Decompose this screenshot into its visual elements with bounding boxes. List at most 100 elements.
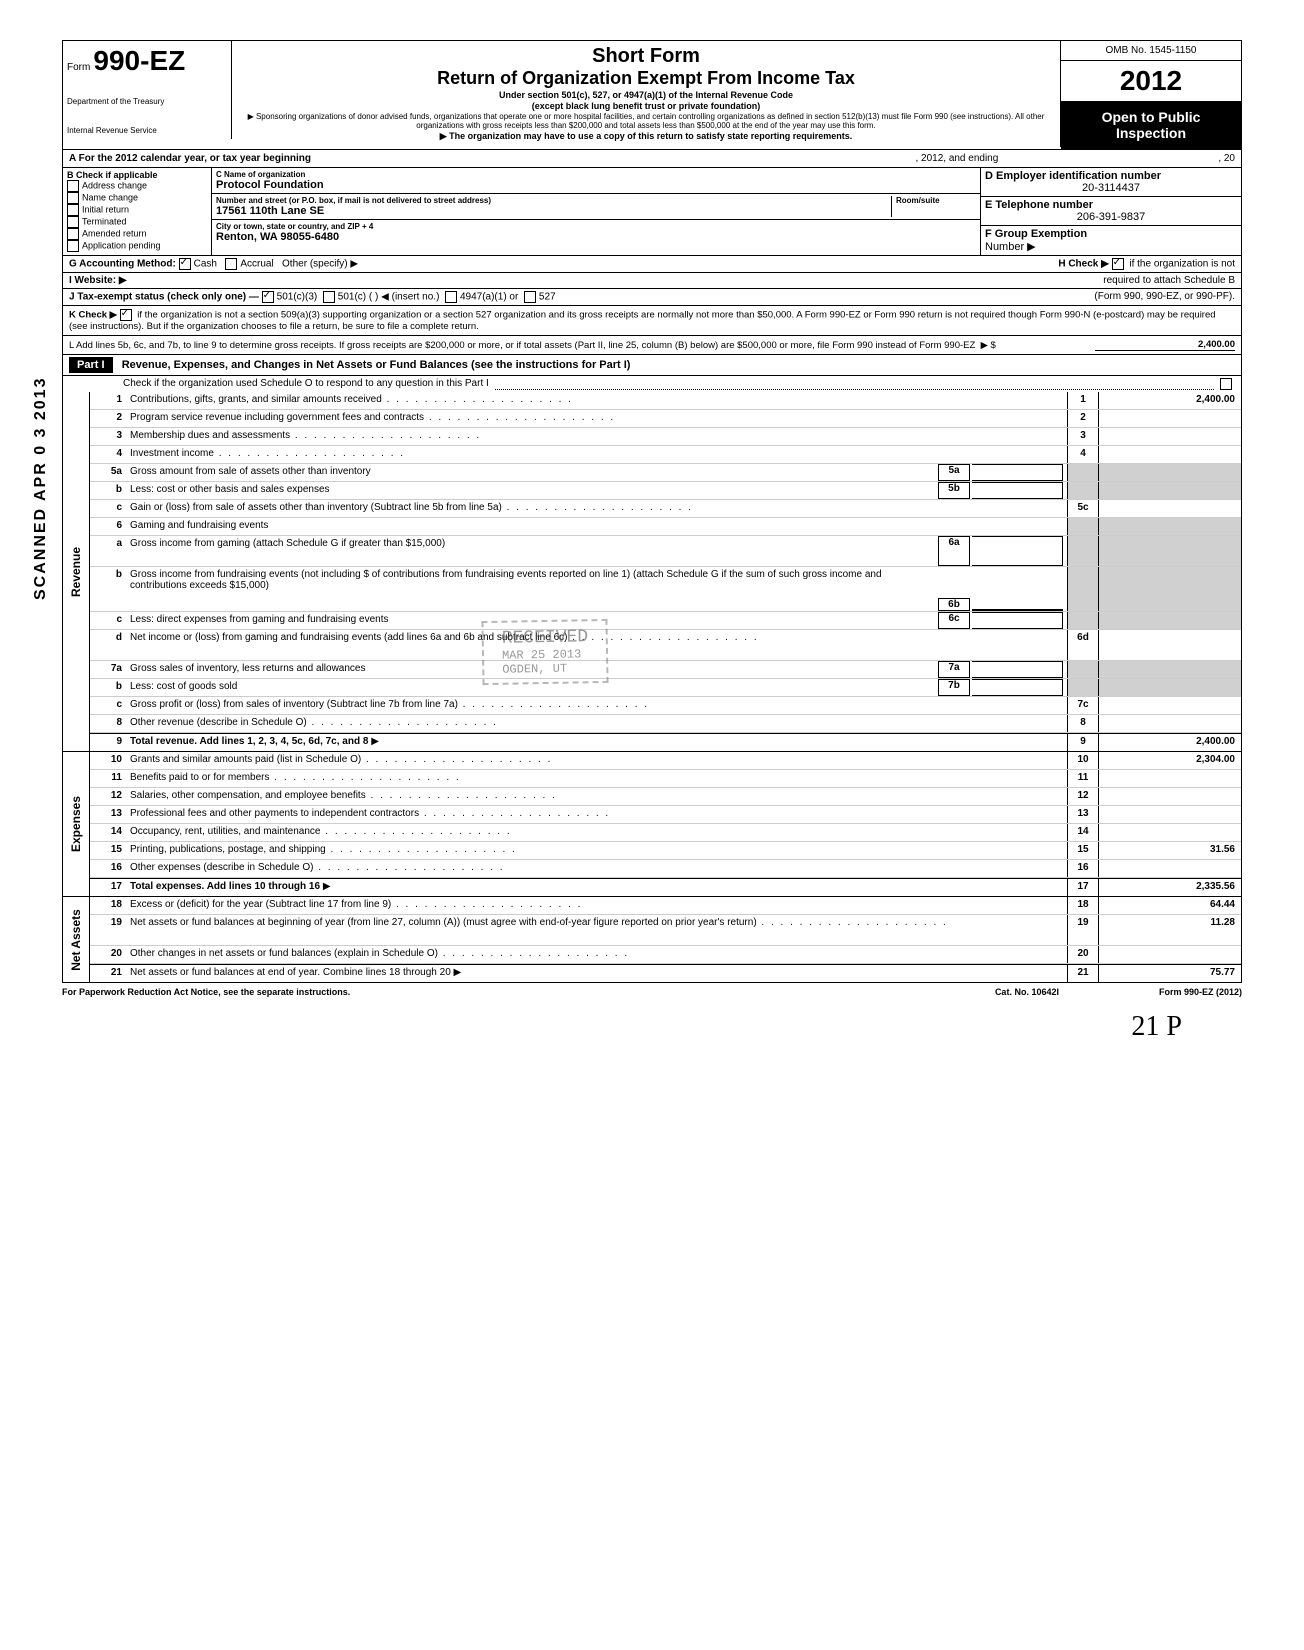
ln9-rn: 9 (1067, 734, 1099, 751)
ln16-rn: 16 (1067, 860, 1099, 877)
ln11-rn: 11 (1067, 770, 1099, 787)
ln11-amt (1099, 770, 1241, 787)
chk-amended[interactable] (67, 228, 79, 240)
ein-value: 20-3114437 (985, 182, 1237, 194)
ln19-num: 19 (90, 915, 126, 945)
form-number: 990-EZ (93, 45, 185, 76)
ln6d-rn: 6d (1067, 630, 1099, 660)
ln6c-num: c (90, 612, 126, 629)
chk-501c3[interactable] (262, 291, 274, 303)
ln13-desc: Professional fees and other payments to … (126, 806, 1067, 823)
row-a-end: , 20 (1218, 153, 1235, 164)
chk-initial-return[interactable] (67, 204, 79, 216)
ln4-desc: Investment income (126, 446, 1067, 463)
chk-501c[interactable] (323, 291, 335, 303)
row-l-amount: 2,400.00 (1095, 339, 1235, 351)
row-j-label: J Tax-exempt status (check only one) — (69, 292, 259, 303)
ln15-desc: Printing, publications, postage, and shi… (126, 842, 1067, 859)
ln7c-rn: 7c (1067, 697, 1099, 714)
chk-cash[interactable] (179, 258, 191, 270)
ein-label: D Employer identification number (985, 170, 1237, 182)
scan-stamp: SCANNED APR 0 3 2013 (32, 377, 50, 600)
ln9-amt: 2,400.00 (1099, 734, 1241, 751)
chk-part1-schedo[interactable] (1220, 378, 1232, 390)
chk-4947[interactable] (445, 291, 457, 303)
ln6-desc: Gaming and fundraising events (126, 518, 1067, 535)
ln12-amt (1099, 788, 1241, 805)
ln18-rn: 18 (1067, 897, 1099, 914)
ln8-amt (1099, 715, 1241, 732)
lbl-other: Other (specify) ▶ (282, 259, 358, 270)
ln9-arrow: ▶ (371, 736, 379, 747)
ln3-desc: Membership dues and assessments (126, 428, 1067, 445)
ln5c-amt (1099, 500, 1241, 517)
form-prefix: Form (67, 62, 90, 73)
chk-address-change[interactable] (67, 180, 79, 192)
ln17-desc: Total expenses. Add lines 10 through 16 (130, 881, 320, 892)
row-k-label: K Check ▶ (69, 310, 117, 321)
ln4-amt (1099, 446, 1241, 463)
signature: 21 P (62, 1001, 1242, 1043)
chk-app-pending[interactable] (67, 240, 79, 252)
chk-527[interactable] (524, 291, 536, 303)
tel-value: 206-391-9837 (985, 211, 1237, 223)
stamp-l2: MAR 25 2013 (502, 647, 589, 663)
stamp-l3: OGDEN, UT (502, 661, 589, 677)
ln5b-desc: Less: cost or other basis and sales expe… (126, 482, 936, 499)
lbl-address-change: Address change (82, 180, 147, 190)
row-i-label: I Website: ▶ (69, 275, 127, 286)
lbl-501c: 501(c) ( (338, 292, 372, 303)
ln21-amt: 75.77 (1099, 965, 1241, 982)
subtitle-4: ▶ The organization may have to use a cop… (240, 131, 1052, 142)
ln21-arrow: ▶ (454, 967, 462, 978)
ln3-amt (1099, 428, 1241, 445)
row-h4: (Form 990, 990-EZ, or 990-PF). (1094, 291, 1235, 303)
ln5c-num: c (90, 500, 126, 517)
ln12-num: 12 (90, 788, 126, 805)
ln13-rn: 13 (1067, 806, 1099, 823)
row-l-arrow: ▶ $ (981, 340, 996, 351)
ln19-desc: Net assets or fund balances at beginning… (126, 915, 1067, 945)
ln4-num: 4 (90, 446, 126, 463)
ln6c-mini: 6c (938, 612, 970, 629)
lbl-terminated: Terminated (82, 216, 127, 226)
ln20-rn: 20 (1067, 946, 1099, 963)
ln12-desc: Salaries, other compensation, and employ… (126, 788, 1067, 805)
lbl-insert-no: ) ◀ (insert no.) (375, 292, 439, 303)
ln7c-num: c (90, 697, 126, 714)
row-a-label: A For the 2012 calendar year, or tax yea… (69, 153, 311, 164)
ln8-num: 8 (90, 715, 126, 732)
ln21-rn: 21 (1067, 965, 1099, 982)
ln8-desc: Other revenue (describe in Schedule O) (126, 715, 1067, 732)
chk-h[interactable] (1112, 258, 1124, 270)
ln15-amt: 31.56 (1099, 842, 1241, 859)
ln15-num: 15 (90, 842, 126, 859)
ln17-rn: 17 (1067, 879, 1099, 896)
chk-terminated[interactable] (67, 216, 79, 228)
ln6b-desc: Gross income from fundraising events (no… (126, 567, 936, 611)
chk-k[interactable] (120, 309, 132, 321)
tel-label: E Telephone number (985, 199, 1237, 211)
lbl-name-change: Name change (82, 192, 138, 202)
part1-title: Revenue, Expenses, and Changes in Net As… (122, 359, 631, 371)
ln7c-desc: Gross profit or (loss) from sales of inv… (126, 697, 1067, 714)
ln6a-desc: Gross income from gaming (attach Schedul… (126, 536, 936, 566)
ln16-amt (1099, 860, 1241, 877)
title-return: Return of Organization Exempt From Incom… (240, 68, 1052, 89)
row-h3: required to attach Schedule B (1103, 275, 1235, 286)
footer-right: Form 990-EZ (2012) (1159, 987, 1242, 997)
ln6d-amt (1099, 630, 1241, 660)
ln14-rn: 14 (1067, 824, 1099, 841)
chk-accrual[interactable] (225, 258, 237, 270)
ln1-rn: 1 (1067, 392, 1099, 409)
addr-label: Number and street (or P.O. box, if mail … (216, 196, 891, 205)
room-label: Room/suite (896, 196, 976, 205)
chk-name-change[interactable] (67, 192, 79, 204)
ln3-rn: 3 (1067, 428, 1099, 445)
ln17-arrow: ▶ (323, 881, 331, 892)
ln16-num: 16 (90, 860, 126, 877)
name-label: C Name of organization (216, 170, 976, 179)
received-stamp: RECEIVED MAR 25 2013 OGDEN, UT (481, 619, 609, 685)
lbl-app-pending: Application pending (82, 240, 161, 250)
lbl-cash: Cash (194, 259, 217, 270)
